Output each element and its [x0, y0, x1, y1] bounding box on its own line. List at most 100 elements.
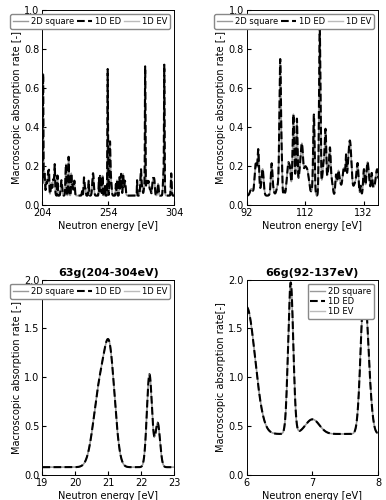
1D EV — [259, 406, 264, 411]
1D EV — [169, 180, 174, 186]
1D EV — [259, 174, 264, 180]
1D EV — [288, 280, 293, 285]
1D ED — [288, 280, 293, 285]
Line: 1D ED: 1D ED — [247, 29, 378, 196]
2D square — [169, 464, 174, 470]
1D ED — [40, 180, 45, 186]
Text: 63g(204-304eV): 63g(204-304eV) — [58, 268, 159, 278]
2D square — [172, 464, 176, 470]
Line: 2D square: 2D square — [42, 339, 174, 467]
2D square — [91, 170, 95, 176]
1D EV — [96, 179, 101, 185]
1D EV — [155, 420, 160, 426]
1D ED — [106, 336, 110, 342]
1D EV — [344, 431, 349, 437]
1D ED — [244, 304, 249, 310]
1D EV — [40, 180, 45, 186]
1D EV — [359, 190, 364, 196]
1D ED — [40, 464, 45, 470]
Legend: 2D square, 1D ED, 1D EV: 2D square, 1D ED, 1D EV — [10, 284, 170, 298]
1D EV — [376, 430, 381, 436]
1D EV — [374, 428, 378, 434]
1D EV — [295, 423, 300, 429]
2D square — [96, 179, 101, 185]
2D square — [259, 406, 264, 411]
1D EV — [63, 179, 68, 185]
2D square — [376, 176, 381, 182]
1D ED — [172, 192, 176, 198]
1D ED — [91, 420, 95, 426]
Line: 1D EV: 1D EV — [247, 29, 378, 196]
2D square — [267, 191, 272, 197]
1D ED — [376, 430, 381, 436]
1D ED — [376, 176, 381, 182]
2D square — [376, 430, 381, 436]
1D ED — [76, 192, 81, 198]
1D ED — [301, 426, 305, 432]
1D EV — [40, 464, 45, 470]
2D square — [301, 152, 305, 158]
2D square — [374, 428, 378, 434]
1D EV — [76, 192, 81, 198]
2D square — [288, 280, 293, 285]
2D square — [55, 464, 60, 470]
1D ED — [55, 464, 60, 470]
1D EV — [162, 62, 167, 68]
1D EV — [155, 188, 160, 194]
Text: 66g(92-137eV): 66g(92-137eV) — [266, 268, 359, 278]
Line: 2D square: 2D square — [247, 282, 378, 434]
2D square — [91, 420, 95, 426]
2D square — [106, 336, 110, 342]
2D square — [301, 426, 305, 432]
X-axis label: Neutron energy [eV]: Neutron energy [eV] — [58, 490, 158, 500]
1D EV — [374, 174, 378, 180]
2D square — [155, 188, 160, 194]
2D square — [162, 62, 167, 68]
1D ED — [63, 179, 68, 185]
1D EV — [265, 192, 269, 198]
2D square — [172, 192, 176, 198]
Legend: 2D square, 1D ED, 1D EV: 2D square, 1D ED, 1D EV — [308, 284, 374, 319]
2D square — [63, 179, 68, 185]
2D square — [359, 190, 364, 196]
1D EV — [301, 426, 305, 432]
2D square — [374, 174, 378, 180]
2D square — [96, 379, 101, 385]
X-axis label: Neutron energy [eV]: Neutron energy [eV] — [262, 221, 362, 231]
1D EV — [63, 464, 68, 470]
1D EV — [172, 192, 176, 198]
Y-axis label: Macroscopic absorption rate [-]: Macroscopic absorption rate [-] — [12, 301, 22, 454]
Y-axis label: Macroscopic absorption rate[-]: Macroscopic absorption rate[-] — [216, 302, 226, 452]
1D EV — [267, 428, 272, 434]
1D ED — [259, 174, 264, 180]
2D square — [55, 172, 60, 178]
Line: 1D EV: 1D EV — [247, 282, 378, 434]
1D ED — [295, 423, 300, 429]
2D square — [76, 192, 81, 198]
1D EV — [96, 379, 101, 385]
1D ED — [301, 152, 305, 158]
1D ED — [169, 180, 174, 186]
1D EV — [91, 170, 95, 176]
1D EV — [106, 336, 110, 342]
1D EV — [267, 191, 272, 197]
1D EV — [301, 152, 305, 158]
1D ED — [63, 464, 68, 470]
1D EV — [376, 176, 381, 182]
1D ED — [359, 190, 364, 196]
2D square — [40, 464, 45, 470]
Line: 1D ED: 1D ED — [42, 339, 174, 467]
1D ED — [155, 188, 160, 194]
1D ED — [162, 62, 167, 68]
2D square — [259, 174, 264, 180]
1D ED — [55, 172, 60, 178]
1D EV — [244, 192, 249, 198]
2D square — [40, 180, 45, 186]
1D ED — [259, 406, 264, 411]
1D EV — [55, 172, 60, 178]
1D ED — [267, 428, 272, 434]
Legend: 2D square, 1D ED, 1D EV: 2D square, 1D ED, 1D EV — [10, 14, 170, 29]
2D square — [344, 431, 349, 437]
1D ED — [295, 121, 300, 127]
2D square — [155, 420, 160, 426]
